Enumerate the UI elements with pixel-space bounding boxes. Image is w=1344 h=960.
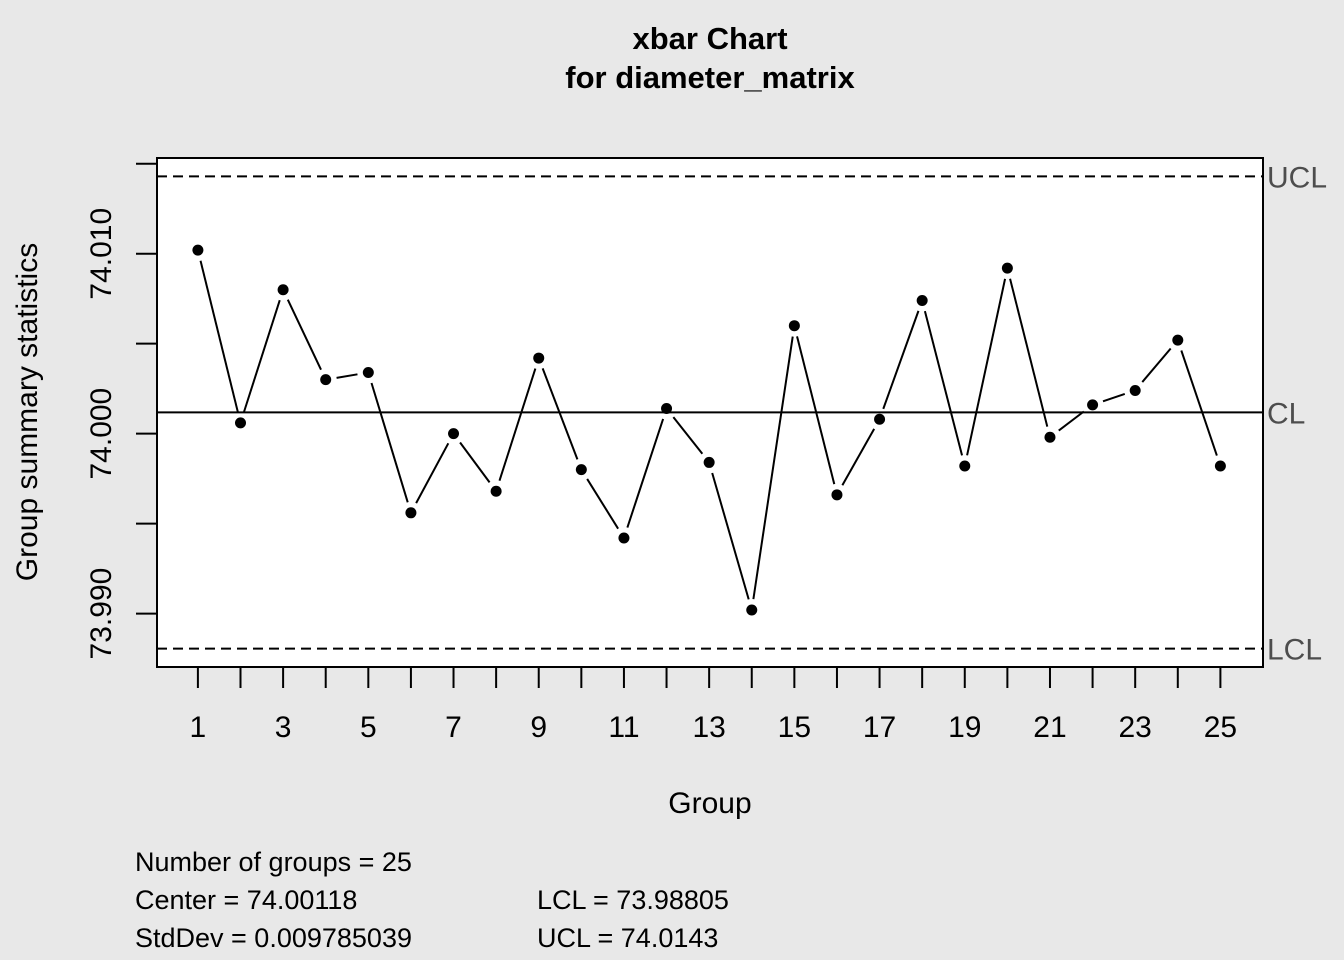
series-segment [242, 299, 281, 413]
series-segment [415, 442, 450, 504]
series-segment [336, 373, 358, 379]
series-segment [841, 428, 876, 486]
y-tick-label: 74.000 [85, 388, 118, 480]
y-tick-label: 73.990 [85, 568, 118, 660]
series-segment [286, 299, 322, 371]
data-point [1087, 399, 1099, 411]
x-tick-label: 19 [948, 711, 981, 744]
x-tick-label: 15 [778, 711, 811, 744]
chart-title: xbar Chart [632, 21, 787, 56]
stat-stddev: StdDev = 0.009785039 [135, 923, 412, 953]
series-segment [199, 260, 239, 413]
series-segment [752, 336, 794, 600]
data-point [277, 284, 289, 296]
cl-label: CL [1267, 397, 1305, 430]
data-point [320, 374, 332, 386]
data-point [362, 366, 374, 378]
x-tick-label: 13 [692, 711, 725, 744]
x-tick-label: 11 [608, 711, 639, 744]
stats-left: Number of groups = 25 Center = 74.00118 … [135, 843, 412, 957]
data-point [448, 428, 460, 440]
data-point [618, 532, 630, 544]
data-point [746, 604, 758, 616]
x-tick-label: 5 [360, 711, 377, 744]
stat-lcl: LCL = 73.98805 [537, 885, 729, 915]
stat-center: Center = 74.00118 [135, 885, 358, 915]
data-point [1214, 460, 1226, 472]
data-point [959, 460, 971, 472]
series-segment [498, 368, 537, 482]
series-segment [1102, 393, 1126, 403]
data-point [192, 244, 204, 256]
x-tick-label: 9 [530, 711, 547, 744]
x-tick-label: 7 [445, 711, 462, 744]
x-tick-label: 23 [1119, 711, 1152, 744]
series-segment [923, 310, 963, 456]
data-point [490, 485, 502, 497]
data-point [874, 413, 886, 425]
series-segment [1141, 347, 1172, 383]
series-segment [541, 367, 579, 460]
series-segment [586, 478, 619, 530]
data-point [788, 320, 800, 332]
lcl-label: LCL [1267, 634, 1322, 667]
x-tick-label: 25 [1204, 711, 1237, 744]
stat-number-of-groups: Number of groups = 25 [135, 847, 412, 877]
x-tick-label: 3 [275, 711, 292, 744]
x-tick-label: 1 [190, 711, 207, 744]
x-axis-label: Group [668, 787, 751, 820]
series-segment [796, 336, 836, 485]
series-segment [966, 278, 1007, 456]
data-point [661, 402, 673, 414]
data-point [703, 456, 715, 468]
data-point [1044, 431, 1056, 443]
stat-ucl: UCL = 74.0143 [537, 923, 719, 953]
series-segment [1180, 350, 1218, 456]
data-point [831, 489, 843, 501]
data-point [1172, 334, 1184, 346]
data-point [533, 352, 545, 364]
x-tick-label: 17 [863, 711, 896, 744]
series-segment [459, 441, 491, 483]
data-point [235, 417, 247, 429]
y-axis-label: Group summary statistics [11, 243, 44, 581]
series-segment [1009, 278, 1049, 427]
series-segment [882, 310, 920, 410]
x-tick-label: 21 [1033, 711, 1066, 744]
stats-right: LCL = 73.98805 UCL = 74.0143 [537, 881, 729, 957]
data-point [916, 294, 928, 306]
data-point [405, 507, 417, 519]
data-point [1129, 384, 1141, 396]
ucl-label: UCL [1267, 161, 1327, 194]
series-segment [672, 416, 704, 455]
series-segment [626, 418, 665, 528]
chart-subtitle: for diameter_matrix [565, 60, 855, 95]
series-segment [370, 382, 409, 503]
y-tick-label: 74.010 [85, 208, 118, 300]
data-point [575, 464, 587, 476]
series-segment [711, 472, 750, 600]
series-segment [1058, 410, 1085, 432]
data-point [1001, 262, 1013, 274]
